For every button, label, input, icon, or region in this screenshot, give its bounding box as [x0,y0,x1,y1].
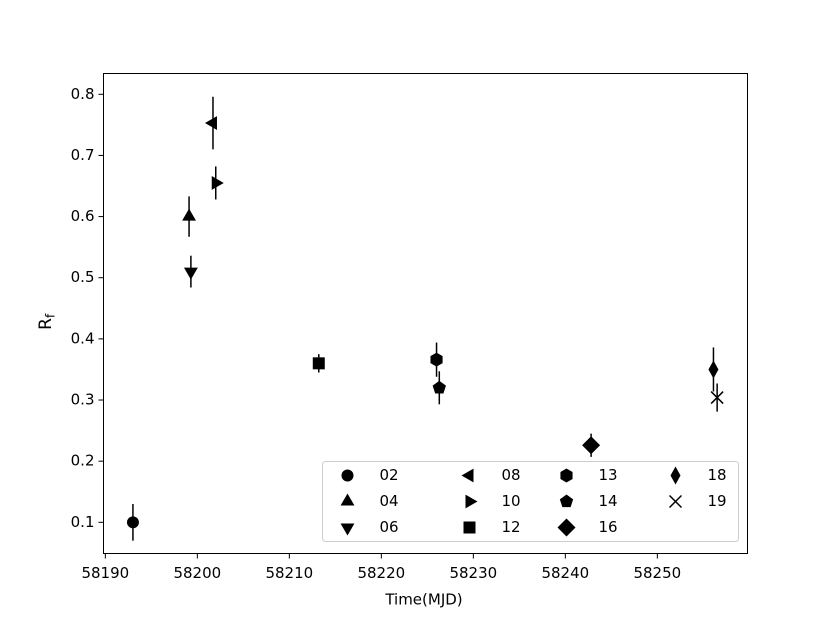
y-axis-label: R f [36,313,58,330]
x-tick-label: 58250 [633,564,681,582]
legend-marker [560,468,573,483]
legend-marker [668,494,683,509]
y-label-subscript: f [44,313,58,318]
legend-marker [340,523,355,536]
marker [432,380,446,394]
legend-marker [559,494,574,508]
y-tick-label: 0.2 [71,452,95,470]
y-tick-label: 0.1 [71,513,95,531]
marker [430,352,443,367]
marker [710,391,724,405]
legend-label: 08 [502,466,521,484]
legend-marker [461,468,474,483]
marker [582,436,601,455]
x-tick-label: 58190 [81,564,129,582]
legend-label: 18 [708,466,727,484]
legend-marker [340,493,355,506]
legend-label: 16 [599,518,618,536]
marker [211,176,224,190]
y-tick-label: 0.6 [71,207,95,225]
y-tick-label: 0.5 [71,268,95,286]
legend-marker [465,494,478,509]
x-tick-label: 58210 [265,564,313,582]
legend-label: 12 [502,518,521,536]
marker [312,357,325,370]
legend-label: 04 [380,492,399,510]
marker [182,208,196,221]
legend-label: 19 [708,492,727,510]
x-tick-label: 58240 [541,564,589,582]
y-tick-label: 0.8 [71,85,95,103]
marker [204,116,217,130]
y-tick-label: 0.3 [71,391,95,409]
x-tick-label: 58230 [449,564,497,582]
x-axis-label: Time(MJD) [384,591,462,609]
legend-label: 06 [380,518,399,536]
x-tick-label: 58200 [173,564,221,582]
marker [126,516,139,529]
y-tick-label: 0.4 [71,329,95,347]
marker [708,360,719,379]
legend-marker [670,466,681,485]
legend-label: 10 [502,492,521,510]
legend-label: 14 [599,492,618,510]
legend-marker [463,521,476,534]
legend-label: 02 [380,466,399,484]
y-label-base: R [36,318,56,330]
y-tick-label: 0.7 [71,146,95,164]
legend-marker [341,469,354,482]
x-tick-label: 58220 [357,564,405,582]
plot-frame [103,73,748,554]
legend-label: 13 [599,466,618,484]
marker [183,267,198,280]
legend-marker [557,518,576,537]
legend-box [322,461,739,542]
